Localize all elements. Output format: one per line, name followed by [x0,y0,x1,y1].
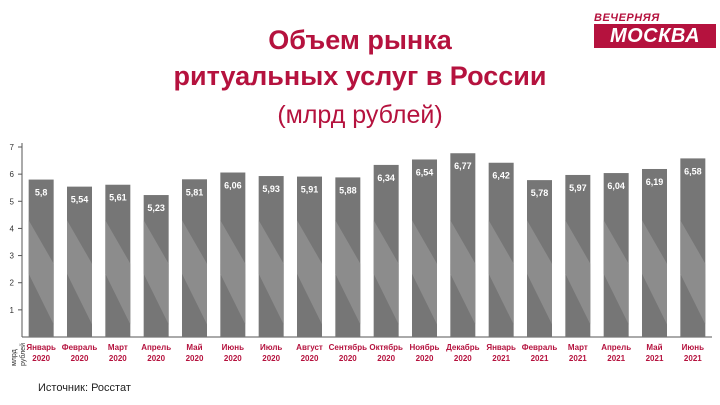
x-tick-label-month-8: Сентябрь [329,343,367,352]
bar-stripe-5 [220,220,246,325]
y-tick-label-6: 6 [10,170,15,179]
bar-value-label-5: 6,06 [224,181,242,191]
x-tick-label-month-16: Май [646,343,662,352]
x-tick-label-year-0: 2020 [32,354,50,363]
bar-value-label-17: 6,58 [684,166,702,176]
x-tick-label-month-6: Июль [260,343,282,352]
x-tick-label-year-12: 2021 [492,354,510,363]
bar-value-label-11: 6,77 [454,161,472,171]
bar-stripe-9 [373,220,399,325]
x-tick-label-year-5: 2020 [224,354,242,363]
bar-value-label-0: 5,8 [35,188,48,198]
x-tick-label-month-12: Январь [486,343,516,352]
logo-bottom-text: МОСКВА [594,24,716,48]
chart-title-line-2: ритуальных услуг в России [173,61,547,91]
source-note: Источник: Росстат [38,382,131,394]
bar-value-label-14: 5,97 [569,183,587,193]
bar-value-label-12: 6,42 [492,171,510,181]
x-tick-label-year-17: 2021 [684,354,702,363]
bar-value-label-15: 6,04 [607,181,625,191]
bar-value-label-7: 5,91 [301,185,319,195]
bar-value-label-4: 5,81 [186,187,204,197]
y-tick-label-7: 7 [10,143,15,152]
x-tick-label-month-3: Апрель [141,343,171,352]
x-tick-label-month-5: Июнь [222,343,244,352]
x-tick-label-year-13: 2021 [531,354,549,363]
x-tick-label-month-7: Август [296,343,323,352]
bar-value-label-6: 5,93 [262,184,280,194]
bar-value-label-1: 5,54 [71,195,89,205]
bar-stripe-3 [143,220,169,325]
bar-value-label-8: 5,88 [339,185,357,195]
bar-stripe-1 [67,220,92,325]
bar-stripe-12 [488,220,514,325]
bar-value-label-3: 5,23 [147,203,165,213]
bar-stripe-6 [258,220,284,325]
bar-stripe-0 [28,220,54,325]
bar-stripe-14 [565,220,591,325]
bar-stripe-10 [412,220,437,325]
chart-subtitle: (млрд рублей) [277,101,443,129]
x-tick-label-month-15: Апрель [601,343,631,352]
x-tick-label-month-11: Декабрь [446,343,480,352]
chart-title-line-1: Объем рынка [268,25,452,55]
bar-value-label-2: 5,61 [109,193,127,203]
bar-stripe-2 [105,220,131,325]
y-tick-label-2: 2 [10,279,15,288]
x-tick-label-month-10: Ноябрь [410,343,440,352]
x-tick-label-year-3: 2020 [147,354,165,363]
bar-stripe-8 [335,220,361,325]
y-axis-unit-label-1: рублей [19,343,27,366]
x-tick-label-month-9: Октябрь [369,343,403,352]
x-tick-label-year-10: 2020 [416,354,434,363]
y-tick-label-1: 1 [10,306,15,315]
bar-value-label-13: 5,78 [531,188,549,198]
bar-value-label-16: 6,19 [646,177,664,187]
bar-stripe-4 [182,220,207,325]
y-tick-label-3: 3 [10,252,15,261]
x-tick-label-month-13: Февраль [522,343,558,352]
logo-top-text: ВЕЧЕРНЯЯ [594,12,660,24]
x-tick-label-month-1: Февраль [62,343,98,352]
bar-stripe-17 [680,220,706,325]
x-tick-label-year-4: 2020 [186,354,204,363]
bar-stripe-16 [642,220,667,325]
x-tick-label-month-14: Март [568,343,588,352]
bar-value-label-9: 6,34 [377,173,395,183]
x-tick-label-year-9: 2020 [377,354,395,363]
bar-stripe-13 [527,220,552,325]
chart-title-block: Объем рынка ритуальных услуг в России (м… [0,22,720,132]
vechernyaya-moskva-logo: ВЕЧЕРНЯЯ МОСКВА [594,12,720,48]
x-tick-label-month-4: Май [186,343,202,352]
x-tick-label-month-17: Июнь [682,343,704,352]
x-tick-label-year-1: 2020 [71,354,89,363]
bar-value-label-10: 6,54 [416,167,434,177]
y-tick-label-4: 4 [10,224,15,233]
x-tick-label-year-8: 2020 [339,354,357,363]
x-tick-label-year-11: 2020 [454,354,472,363]
bar-stripe-11 [450,220,476,325]
x-tick-label-year-15: 2021 [607,354,625,363]
bar-stripe-7 [297,220,322,325]
x-tick-label-year-16: 2021 [646,354,664,363]
y-axis-unit-label-0: млрд [11,349,18,366]
y-tick-label-5: 5 [10,197,15,206]
x-tick-label-month-0: Январь [26,343,56,352]
x-tick-label-year-2: 2020 [109,354,127,363]
x-tick-label-month-2: Март [108,343,128,352]
x-tick-label-year-6: 2020 [262,354,280,363]
x-tick-label-year-14: 2021 [569,354,587,363]
bar-stripe-15 [603,220,629,325]
x-tick-label-year-7: 2020 [301,354,319,363]
